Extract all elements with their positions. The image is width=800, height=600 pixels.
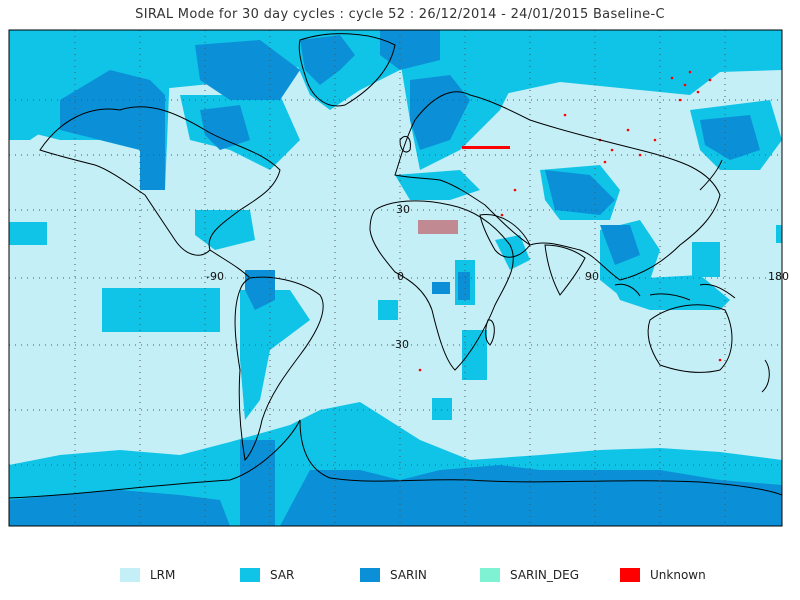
legend-item-sarin-deg: SARIN_DEG bbox=[480, 564, 579, 586]
lon-label-0: 0 bbox=[397, 270, 404, 283]
legend-item-sar: SAR bbox=[240, 564, 294, 586]
map-title: SIRAL Mode for 30 day cycles : cycle 52 … bbox=[135, 7, 665, 22]
legend-label-lrm: LRM bbox=[150, 568, 176, 582]
legend-swatch-sarin bbox=[360, 568, 380, 582]
legend: LRM SAR SARIN SARIN_DEG Unknown bbox=[0, 564, 800, 586]
unknown-points bbox=[418, 70, 722, 372]
lat-label-30: 30 bbox=[396, 203, 410, 216]
lon-label-90: 90 bbox=[585, 270, 599, 283]
legend-item-unknown: Unknown bbox=[620, 564, 706, 586]
legend-item-sarin: SARIN bbox=[360, 564, 427, 586]
map-frame bbox=[8, 29, 783, 527]
legend-label-unknown: Unknown bbox=[650, 568, 706, 582]
legend-label-sarin-deg: SARIN_DEG bbox=[510, 568, 580, 582]
legend-swatch-lrm bbox=[120, 568, 140, 582]
sarin-regions bbox=[9, 30, 782, 526]
lat-label-minus30: -30 bbox=[391, 338, 409, 351]
legend-swatch-unknown bbox=[620, 568, 640, 582]
lon-label-minus90: -90 bbox=[206, 270, 224, 283]
legend-item-lrm: LRM bbox=[120, 564, 175, 586]
legend-label-sar: SAR bbox=[270, 568, 295, 582]
legend-swatch-sarin-deg bbox=[480, 568, 500, 582]
coastlines bbox=[9, 33, 782, 499]
legend-label-sarin: SARIN bbox=[390, 568, 427, 582]
lon-label-180: 180 bbox=[768, 270, 789, 283]
legend-swatch-sar bbox=[240, 568, 260, 582]
